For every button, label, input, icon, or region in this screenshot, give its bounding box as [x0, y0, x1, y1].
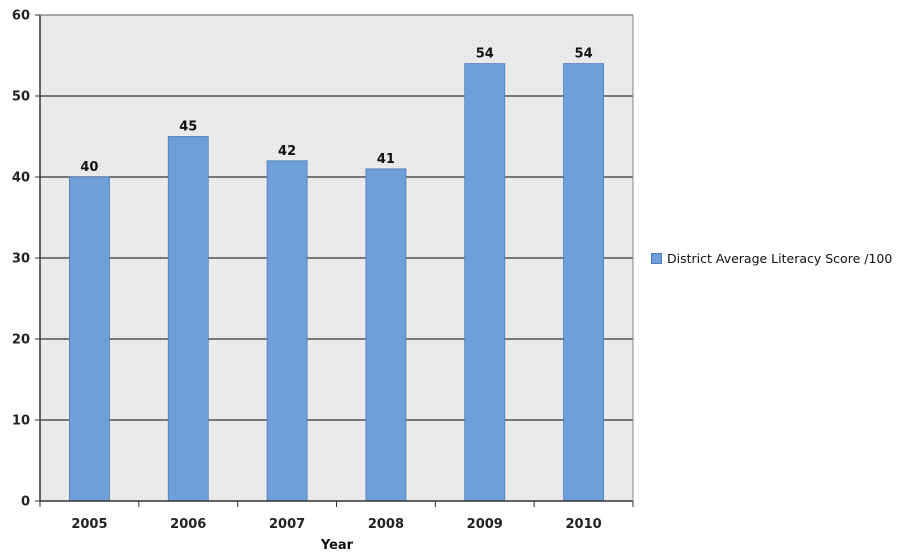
x-tick-label-2008: 2008: [368, 517, 404, 532]
data-label-2008: 41: [377, 152, 395, 167]
legend-swatch: [651, 253, 662, 264]
legend-label: District Average Literacy Score /100: [667, 251, 893, 266]
axes: [35, 14, 634, 507]
bar-2009: [464, 63, 506, 502]
data-label-2009: 54: [476, 47, 494, 62]
bar-2007: [266, 160, 308, 502]
y-tick-label: 40: [12, 171, 30, 186]
bar-2008: [365, 168, 407, 502]
y-tick-label: 60: [12, 9, 30, 24]
x-tick-label-2010: 2010: [565, 517, 601, 532]
bar-2010: [563, 63, 604, 502]
y-tick-label: 30: [12, 252, 30, 267]
y-tick-label: 10: [12, 414, 30, 429]
bar-2005: [69, 176, 110, 502]
y-tick-label: 0: [21, 495, 30, 510]
y-tick-label: 20: [12, 333, 30, 348]
x-tick-label-2007: 2007: [269, 517, 305, 532]
bar-2006: [167, 136, 209, 502]
data-label-2007: 42: [278, 144, 296, 159]
data-label-2005: 40: [80, 160, 98, 175]
data-label-2006: 45: [179, 120, 197, 135]
labels: 0 10 20 30 40 50 60 40 2005 45 2006 42 2007 41 2008 54 2…: [12, 9, 602, 533]
x-axis-title: Year: [320, 538, 354, 552]
data-label-2010: 54: [575, 47, 593, 62]
x-tick-label-2009: 2009: [467, 517, 503, 532]
x-tick-label-2006: 2006: [170, 517, 206, 532]
bars: [69, 63, 604, 502]
y-tick-label: 50: [12, 90, 30, 105]
legend: District Average Literacy Score /100: [651, 251, 892, 266]
x-tick-label-2005: 2005: [71, 517, 107, 532]
